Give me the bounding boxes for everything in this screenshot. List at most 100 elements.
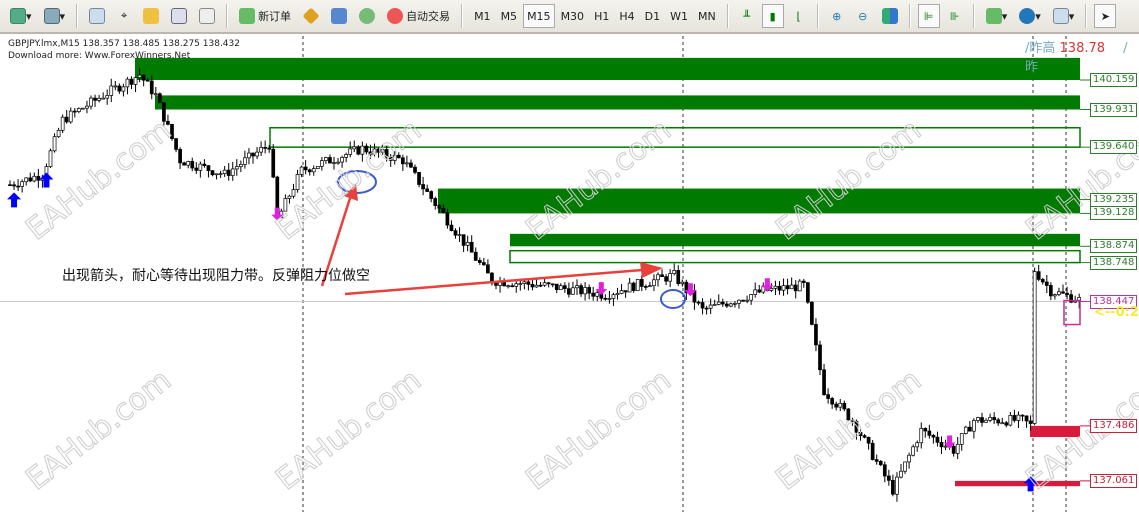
candle-body — [648, 285, 652, 288]
metaeditor-icon — [302, 7, 320, 25]
navigator-button[interactable] — [139, 4, 163, 28]
yesterday-low-label: /昨 — [1025, 41, 1128, 75]
candle-body — [380, 149, 385, 153]
line-chart-icon: ⌊ — [796, 9, 801, 23]
candle-body — [903, 461, 907, 472]
candle-body — [579, 285, 583, 295]
auto-scroll-button[interactable]: ⊫ — [917, 4, 940, 28]
candle-body — [652, 279, 656, 287]
zoom-out-button[interactable]: ⊖ — [852, 4, 874, 28]
indicators-button[interactable]: ▾ — [982, 4, 1012, 28]
chart-shift-button[interactable]: ⊪ — [944, 4, 966, 28]
candle-body — [1061, 291, 1065, 294]
candle-body — [429, 191, 434, 199]
timeframe-mn[interactable]: MN — [697, 9, 716, 23]
candle-body — [340, 157, 344, 163]
periods-button[interactable]: ▾ — [1015, 4, 1045, 28]
timeframe-m1[interactable]: M1 — [474, 9, 491, 23]
candlestick-button[interactable]: ▮ — [761, 4, 784, 28]
candle-body — [927, 430, 932, 436]
candle-body — [801, 280, 806, 284]
candle-body — [409, 162, 413, 168]
resistance-outline — [509, 249, 1081, 264]
candle-body — [988, 417, 992, 421]
candle-body — [372, 148, 377, 155]
yesterday-high-label: /昨高 — [1025, 41, 1056, 56]
candle-body — [20, 181, 24, 187]
candle-body — [1008, 415, 1013, 426]
timeframe-h1[interactable]: H1 — [594, 9, 610, 23]
zoom-in-button[interactable]: ⊕ — [826, 4, 848, 28]
candle-body — [299, 166, 304, 175]
candle-body — [388, 156, 393, 161]
timeframe-m15[interactable]: M15 — [523, 4, 555, 28]
candle-body — [149, 80, 154, 95]
candle-body — [1069, 294, 1073, 303]
timeframe-w1[interactable]: W1 — [670, 9, 688, 23]
terminal-button[interactable] — [167, 4, 191, 28]
candle-body — [805, 282, 810, 303]
candle-body — [757, 289, 762, 293]
crosshair-button[interactable]: ⌖ — [113, 4, 135, 28]
candle-body — [328, 157, 332, 164]
candle-body — [745, 299, 749, 302]
support-zone — [1030, 425, 1080, 438]
candle-body — [214, 173, 219, 176]
candle-body — [514, 283, 519, 287]
candle-body — [384, 149, 389, 158]
auto-trading-button[interactable]: 自动交易 — [383, 4, 454, 28]
candle-body — [129, 78, 134, 85]
templates-button[interactable]: ▾ — [1049, 4, 1079, 28]
candle-body — [226, 169, 231, 176]
candle-body — [704, 307, 709, 310]
candle-body — [777, 285, 782, 291]
bar-chart-button[interactable]: ╨ — [736, 4, 758, 28]
yesterday-high-value: 138.78 — [1059, 41, 1106, 56]
current-bar-box — [1063, 299, 1081, 326]
candle-body — [486, 264, 490, 274]
line-chart-button[interactable]: ⌊ — [788, 4, 810, 28]
market-watch-button[interactable] — [85, 4, 109, 28]
new-order-button[interactable]: 新订单 — [235, 4, 295, 28]
candle-body — [959, 433, 964, 445]
candle-body — [251, 152, 255, 157]
candle-body — [992, 417, 997, 421]
candle-body — [170, 123, 174, 139]
candle-body — [534, 284, 539, 288]
tile-windows-button[interactable] — [878, 4, 902, 28]
candle-body — [656, 274, 660, 281]
signals-button[interactable] — [327, 4, 351, 28]
candle-body — [899, 470, 903, 478]
radio-button[interactable] — [355, 4, 379, 28]
candle-body — [89, 97, 93, 107]
candle-body — [437, 205, 442, 209]
new-chart-button[interactable]: ▾ — [6, 4, 36, 28]
terminal-icon — [171, 8, 188, 24]
timeframe-m5[interactable]: M5 — [500, 9, 518, 23]
price-chart[interactable]: EAHub.com EAHub.com EAHub.com EAHub.com EAHu… — [0, 36, 1139, 512]
timeframe-d1[interactable]: D1 — [644, 9, 661, 23]
candle-body — [1048, 285, 1053, 297]
candle-body — [550, 283, 555, 286]
candle-body — [243, 157, 247, 165]
sell-arrow-icon — [943, 435, 956, 449]
profiles-button[interactable]: ▾ — [40, 4, 70, 28]
buy-arrow-icon — [7, 192, 22, 208]
timeframe-h4[interactable]: H4 — [619, 9, 635, 23]
candle-body — [283, 198, 288, 212]
candle-body — [619, 290, 624, 294]
candle-body — [32, 175, 37, 182]
candle-body — [733, 302, 737, 305]
candle-body — [546, 282, 551, 285]
candle-body — [793, 284, 798, 292]
price-label: 137.486 — [1090, 418, 1138, 433]
candle-body — [60, 116, 65, 131]
tester-icon — [199, 8, 216, 24]
tester-button[interactable] — [195, 4, 219, 28]
candle-body — [818, 344, 822, 371]
candle-body — [530, 284, 535, 288]
candle-body — [113, 85, 118, 88]
timeframe-m30[interactable]: M30 — [560, 9, 585, 23]
metaeditor-button[interactable] — [299, 4, 323, 28]
cursor-button[interactable]: ➤ — [1094, 4, 1117, 28]
